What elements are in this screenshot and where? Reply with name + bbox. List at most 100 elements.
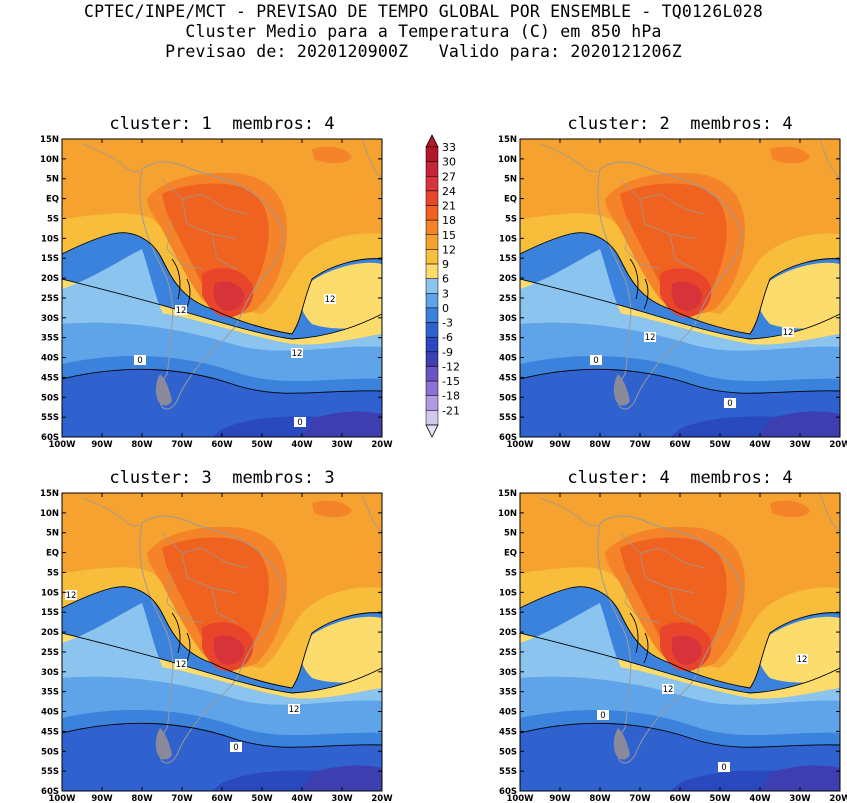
lat-tick-label: 30S [41,668,59,678]
lon-tick-label: 80W [589,440,611,450]
lat-tick-label: 60S [41,433,59,443]
lat-tick-label: 35S [41,688,59,698]
lon-tick-label: 60W [211,794,233,803]
lat-tick-label: 5N [46,175,59,185]
lat-tick-label: EQ [46,549,59,559]
lon-tick-label: 30W [789,794,811,803]
colorbar-swatch [425,410,439,426]
panel-1-map [61,138,383,438]
lat-tick-label: 25S [41,648,59,658]
lat-tick-label: EQ [504,549,517,559]
lon-tick-label: 90W [549,794,571,803]
contour-labels: 12 12 12 0 0 12 12 0 0 12 12 12 0 12 12 0 0 [65,294,808,773]
lon-tick-label: 100W [506,794,534,803]
lon-tick-label: 70W [171,440,193,450]
lat-tick-label: 20S [499,274,517,284]
lon-tick-label: 40W [749,440,771,450]
lon-tick-label: 20W [829,440,847,450]
colorbar-label: 9 [442,258,449,271]
contour-label: 0 [137,356,142,366]
lat-tick-label: 5N [504,529,517,539]
subtitle-variable: Cluster Medio para a Temperatura (C) em … [185,22,662,41]
lat-tick-label: 25S [41,294,59,304]
lon-tick-label: 100W [48,440,76,450]
colorbar-swatch [425,395,439,411]
lat-tick-label: 5N [46,529,59,539]
lon-tick-label: 50W [251,794,273,803]
contour-label: 12 [645,333,656,343]
colorbar-label: 0 [442,302,449,315]
lat-tick-label: 20S [41,274,59,284]
lon-tick-label: 100W [48,794,76,803]
colorbar-swatch [425,263,439,279]
lon-tick-label: 80W [131,794,153,803]
lat-tick-label: 10S [41,234,59,244]
lon-tick-label: 80W [131,440,153,450]
lat-tick-label: 35S [499,688,517,698]
lat-tick-label: 10S [499,234,517,244]
colorbar-swatch [425,146,439,162]
lon-tick-label: 90W [91,794,113,803]
lat-tick-label: 40S [499,708,517,718]
colorbar-label: 27 [442,170,456,183]
colorbar-label: 6 [442,273,449,286]
colorbar-swatch [425,380,439,396]
lat-tick-label: 45S [41,373,59,383]
colorbar-label: -6 [442,331,453,344]
lat-tick-label: 15N [498,489,517,499]
colorbar-label: -3 [442,317,453,330]
contour-label: 0 [727,399,732,409]
lat-tick-label: 5S [505,214,517,224]
colorbar-swatch [425,161,439,177]
colorbar-bottom-arrow [425,424,439,438]
colorbar-swatch [425,351,439,367]
contour-label: 0 [600,711,605,721]
lat-tick-label: 5N [504,175,517,185]
contour-label: 12 [325,295,336,305]
lon-tick-label: 20W [371,794,393,803]
lat-tick-label: 10N [40,155,59,165]
contour-label: 12 [176,306,187,316]
colorbar-swatch [425,366,439,382]
lat-tick-label: 45S [41,727,59,737]
lat-tick-label: 50S [41,747,59,757]
lat-tick-label: 45S [499,373,517,383]
lat-tick-label: 55S [41,767,59,777]
lat-tick-label: 15N [40,489,59,499]
lat-tick-label: 60S [41,787,59,797]
lon-tick-label: 20W [829,794,847,803]
lat-tick-label: 15S [499,254,517,264]
lon-tick-label: 40W [749,794,771,803]
contour-label: 12 [289,705,300,715]
lat-tick-label: 10N [498,155,517,165]
colorbar-swatch [425,307,439,323]
colorbar-swatch [425,176,439,192]
lat-tick-label: 60S [499,787,517,797]
lon-tick-label: 70W [629,794,651,803]
panel-3-map [61,492,383,792]
lon-tick-label: 50W [251,440,273,450]
contour-label: 12 [176,660,187,670]
colorbar-swatch [425,219,439,236]
lon-tick-label: 90W [549,440,571,450]
lat-tick-label: 55S [41,413,59,423]
lat-tick-label: 5S [505,568,517,578]
lat-tick-label: EQ [46,195,59,205]
lat-tick-label: 15S [41,254,59,264]
colorbar-swatch [425,249,439,265]
lon-tick-label: 40W [291,440,313,450]
colorbar-swatch [425,234,439,250]
colorbar-label: -12 [442,360,460,373]
colorbar-swatch [425,278,439,294]
lat-tick-label: 35S [41,334,59,344]
lat-tick-label: 10S [499,588,517,598]
lat-tick-label: 35S [499,334,517,344]
lon-tick-label: 60W [669,794,691,803]
lon-tick-label: 30W [331,440,353,450]
lat-tick-label: 50S [499,393,517,403]
lat-tick-label: 25S [499,648,517,658]
axes: 15N 10N 5N EQ 5S 10S 15S 20S 25S 30S 35S 40S 45S 50S 5… [40,135,847,803]
lat-tick-label: EQ [504,195,517,205]
panel-3-title: cluster: 3 membros: 3 [109,468,335,488]
